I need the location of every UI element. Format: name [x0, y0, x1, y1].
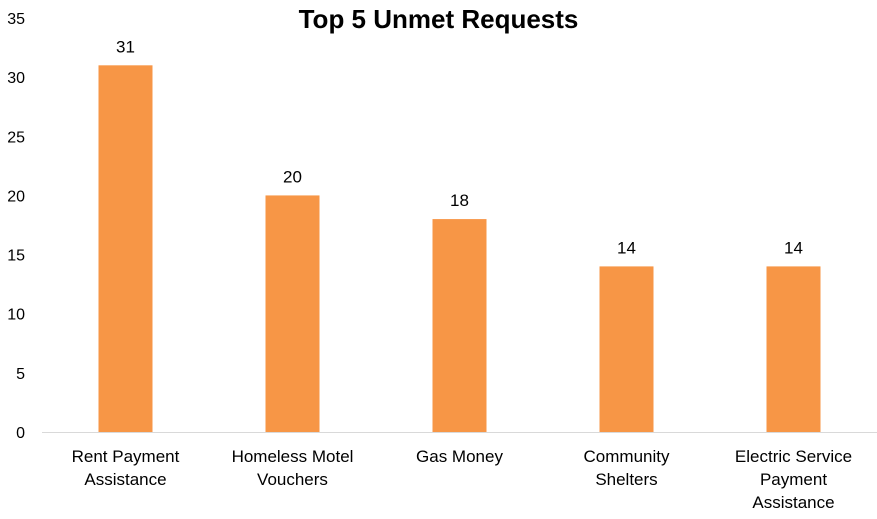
- bar-value-label: 18: [450, 191, 469, 210]
- x-tick-label: Rent Payment Assistance: [72, 447, 180, 489]
- x-tick-label-line: Electric Service: [735, 447, 852, 466]
- x-tick-label-line: Gas Money: [416, 447, 503, 466]
- x-tick-label: Electric Service Payment Assistance: [735, 447, 852, 512]
- data-labels: 31 20 18 14 14: [116, 37, 803, 257]
- x-tick-label-line: Payment: [760, 470, 827, 489]
- x-tick-label-line: Vouchers: [257, 470, 328, 489]
- y-tick-label: 25: [7, 129, 25, 146]
- bar: [766, 266, 821, 432]
- bar-value-label: 20: [283, 167, 302, 186]
- x-tick-label: Community Shelters: [584, 447, 670, 489]
- x-tick-label-line: Shelters: [595, 470, 657, 489]
- bar: [265, 195, 320, 432]
- bar-value-label: 14: [784, 238, 803, 257]
- x-tick-label-line: Assistance: [752, 493, 834, 512]
- y-axis-tick-labels: 0 5 10 15 20 25 30 35: [7, 11, 25, 442]
- y-tick-label: 10: [7, 307, 25, 324]
- x-tick-label-line: Assistance: [84, 470, 166, 489]
- bars: [98, 65, 821, 433]
- x-tick-label: Gas Money: [416, 447, 503, 466]
- x-tick-label: Homeless Motel Vouchers: [232, 447, 354, 489]
- y-tick-label: 30: [7, 70, 25, 87]
- y-tick-label: 5: [16, 366, 25, 383]
- chart-title: Top 5 Unmet Requests: [298, 4, 579, 34]
- x-tick-label-line: Rent Payment: [72, 447, 180, 466]
- bar: [599, 266, 654, 432]
- x-tick-label-line: Homeless Motel: [232, 447, 354, 466]
- y-tick-label: 20: [7, 188, 25, 205]
- bar: [98, 65, 153, 433]
- x-tick-label-line: Community: [584, 447, 670, 466]
- bar-value-label: 31: [116, 37, 135, 56]
- y-tick-label: 0: [16, 425, 25, 442]
- y-tick-label: 15: [7, 248, 25, 265]
- y-tick-label: 35: [7, 11, 25, 28]
- x-axis-tick-labels: Rent Payment Assistance Homeless Motel Vouc…: [72, 447, 852, 512]
- bar-value-label: 14: [617, 238, 636, 257]
- bar: [432, 219, 487, 432]
